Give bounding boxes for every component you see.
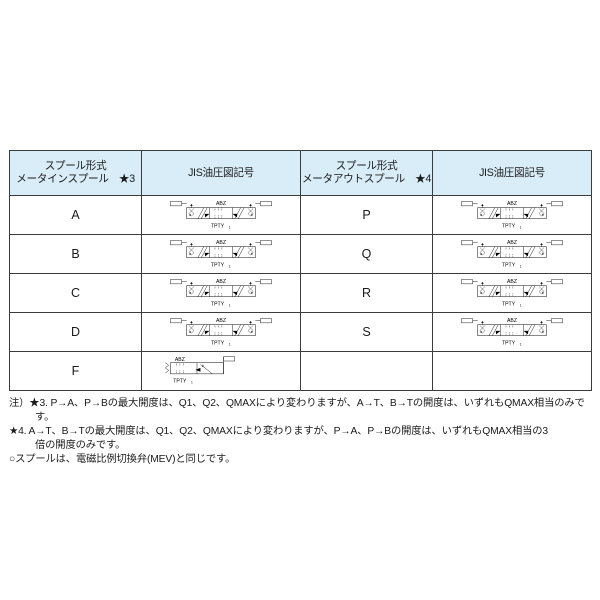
- svg-text:TPTY: TPTY: [211, 223, 225, 229]
- svg-text:a: a: [189, 213, 191, 217]
- svg-text:1: 1: [520, 225, 522, 229]
- svg-text:a: a: [480, 252, 482, 256]
- svg-text:a: a: [189, 330, 191, 334]
- svg-text:1: 1: [191, 380, 193, 384]
- svg-text:b: b: [251, 330, 253, 334]
- svg-text:b: b: [202, 364, 204, 368]
- svg-text:TPTY: TPTY: [502, 262, 516, 268]
- svg-text:a: a: [189, 252, 191, 256]
- svg-text:b: b: [542, 252, 544, 256]
- svg-text:ABZ: ABZ: [216, 240, 226, 246]
- svg-text:ABZ: ABZ: [216, 318, 226, 324]
- svg-text:a: a: [480, 291, 482, 295]
- svg-text:ABZ: ABZ: [175, 357, 185, 363]
- svg-text:1: 1: [520, 303, 522, 307]
- svg-text:ABZ: ABZ: [507, 201, 517, 207]
- svg-text:b: b: [251, 291, 253, 295]
- svg-text:b: b: [542, 213, 544, 217]
- svg-text:1: 1: [229, 225, 231, 229]
- svg-text:ABZ: ABZ: [507, 240, 517, 246]
- svg-text:b: b: [542, 291, 544, 295]
- svg-text:TPTY: TPTY: [502, 223, 516, 229]
- svg-text:TPTY: TPTY: [211, 262, 225, 268]
- svg-text:a: a: [189, 291, 191, 295]
- svg-text:a: a: [480, 213, 482, 217]
- svg-text:1: 1: [229, 264, 231, 268]
- svg-text:1: 1: [229, 342, 231, 346]
- svg-text:1: 1: [520, 264, 522, 268]
- svg-text:TPTY: TPTY: [502, 340, 516, 346]
- svg-text:b: b: [251, 252, 253, 256]
- svg-text:TPTY: TPTY: [502, 301, 516, 307]
- svg-text:TPTY: TPTY: [211, 301, 225, 307]
- svg-text:b: b: [251, 213, 253, 217]
- svg-text:1: 1: [520, 342, 522, 346]
- svg-text:TPTY: TPTY: [173, 378, 187, 384]
- svg-text:ABZ: ABZ: [507, 279, 517, 285]
- svg-text:ABZ: ABZ: [216, 279, 226, 285]
- svg-text:ABZ: ABZ: [507, 318, 517, 324]
- svg-text:b: b: [542, 330, 544, 334]
- svg-text:a: a: [480, 330, 482, 334]
- svg-text:TPTY: TPTY: [211, 340, 225, 346]
- svg-text:ABZ: ABZ: [216, 201, 226, 207]
- svg-text:1: 1: [229, 303, 231, 307]
